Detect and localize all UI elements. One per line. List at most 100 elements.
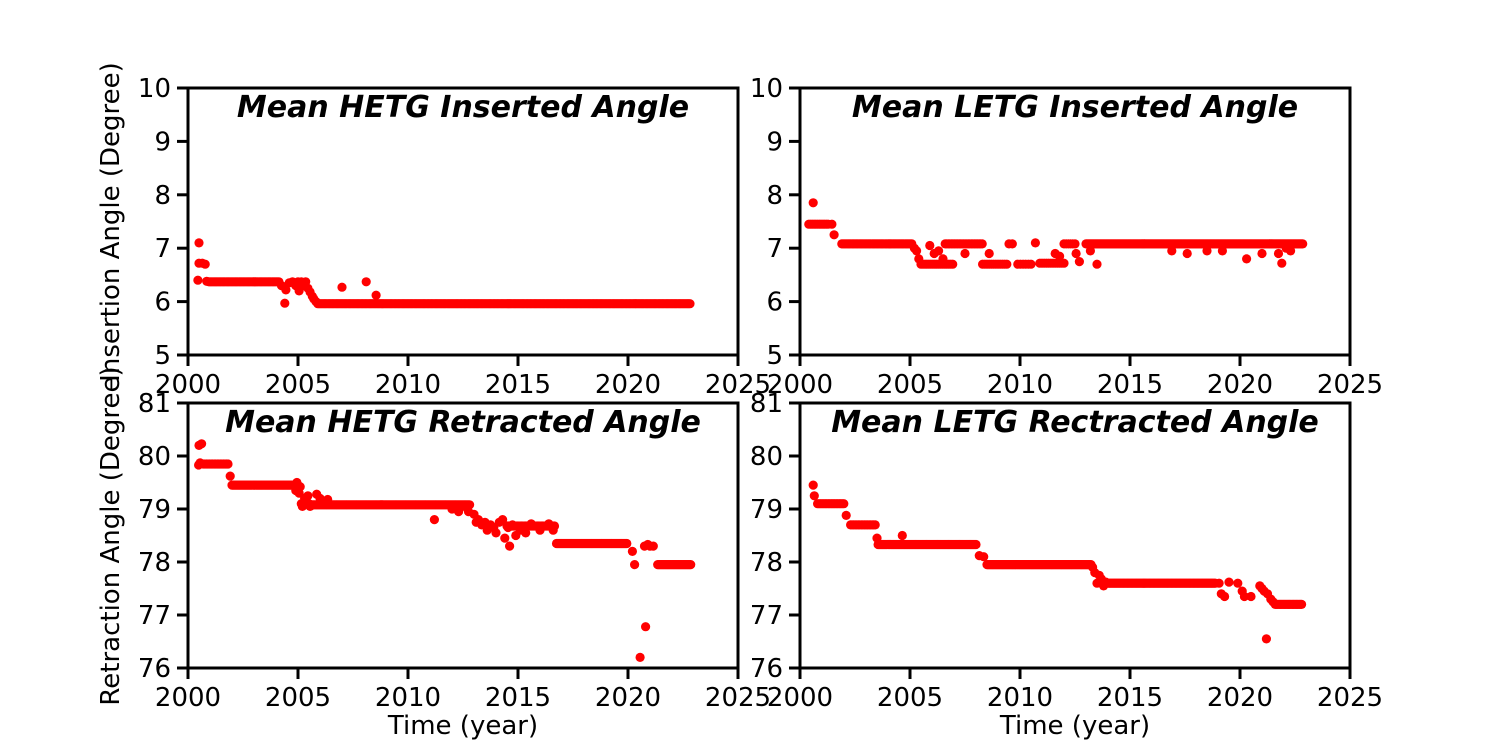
data-point xyxy=(622,538,632,549)
data-point xyxy=(841,510,851,520)
data-point xyxy=(971,539,981,550)
data-point xyxy=(323,494,333,505)
x-tick-label: 2020 xyxy=(595,370,661,400)
data-point xyxy=(507,520,518,530)
x-tick-label: 2010 xyxy=(987,370,1053,400)
data-point xyxy=(280,298,290,308)
data-point xyxy=(1297,599,1307,610)
data-point xyxy=(295,482,305,492)
y-tick-label: 8 xyxy=(154,181,171,211)
data-point xyxy=(200,259,210,269)
data-point xyxy=(1239,591,1249,602)
panel-title-letg-retracted: Mean LETG Rectracted Angle xyxy=(831,405,1319,440)
data-point xyxy=(685,299,695,309)
data-point xyxy=(1055,251,1065,261)
x-tick-label: 2000 xyxy=(767,370,833,400)
data-point xyxy=(498,515,508,525)
data-point xyxy=(948,259,958,269)
data-point xyxy=(1026,259,1036,269)
data-point xyxy=(371,290,381,300)
data-point xyxy=(1101,577,1111,587)
data-point xyxy=(1220,591,1230,602)
data-point xyxy=(839,499,849,509)
y-axis-label-retraction: Retraction Angle (Degree) xyxy=(96,366,126,706)
data-point xyxy=(1261,634,1271,644)
data-point xyxy=(1030,238,1040,248)
data-point xyxy=(870,520,880,530)
data-point xyxy=(630,560,640,570)
x-tick-label: 2005 xyxy=(877,370,943,400)
data-point xyxy=(979,552,989,562)
data-point xyxy=(1071,248,1081,259)
data-point xyxy=(938,254,948,264)
y-tick-label: 79 xyxy=(750,495,783,525)
data-point xyxy=(686,560,696,570)
data-point xyxy=(627,546,638,557)
y-tick-label: 80 xyxy=(138,442,171,472)
x-tick-label: 2000 xyxy=(767,683,833,713)
x-tick-label: 2020 xyxy=(1207,683,1273,713)
y-tick-label: 10 xyxy=(138,74,171,104)
data-point xyxy=(1233,578,1243,588)
data-point xyxy=(1257,248,1267,259)
data-point xyxy=(1273,248,1284,259)
panel-title-letg-inserted: Mean LETG Inserted Angle xyxy=(851,90,1299,125)
y-tick-label: 81 xyxy=(138,389,171,419)
y-tick-label: 79 xyxy=(138,495,171,525)
x-tick-label: 2015 xyxy=(485,370,551,400)
data-point xyxy=(897,530,907,541)
data-point xyxy=(491,528,501,538)
data-point xyxy=(1277,258,1287,268)
data-point xyxy=(337,282,347,292)
data-point xyxy=(1059,258,1069,268)
x-tick-label: 2000 xyxy=(155,683,221,713)
axes-frame xyxy=(186,401,740,670)
data-point xyxy=(641,622,651,632)
data-point xyxy=(1298,239,1308,249)
data-point xyxy=(808,198,818,208)
y-tick-label: 77 xyxy=(138,601,171,631)
data-point xyxy=(195,458,205,468)
y-tick-label: 76 xyxy=(138,654,171,684)
x-tick-label: 2000 xyxy=(155,370,221,400)
y-tick-label: 9 xyxy=(154,127,171,157)
data-point xyxy=(1085,246,1095,256)
y-tick-label: 9 xyxy=(766,127,783,157)
data-point xyxy=(1074,257,1084,267)
data-point xyxy=(1214,578,1224,588)
y-tick-label: 78 xyxy=(750,548,783,578)
data-point xyxy=(526,519,536,529)
x-tick-label: 2010 xyxy=(987,683,1053,713)
axes-frame xyxy=(798,401,1352,670)
y-tick-label: 5 xyxy=(154,341,171,371)
data-point xyxy=(521,528,531,538)
data-point xyxy=(872,533,882,543)
data-point xyxy=(429,515,439,525)
x-axis-label-right: Time (year) xyxy=(999,711,1151,741)
data-point xyxy=(808,480,818,490)
x-tick-label: 2025 xyxy=(1317,683,1383,713)
data-point xyxy=(1286,246,1296,256)
x-tick-label: 2015 xyxy=(1097,683,1163,713)
data-point xyxy=(202,276,212,286)
y-tick-label: 80 xyxy=(750,442,783,472)
data-point xyxy=(303,491,313,501)
data-point xyxy=(281,285,291,295)
y-tick-label: 78 xyxy=(138,548,171,578)
data-point xyxy=(225,471,235,481)
data-point xyxy=(1070,239,1080,249)
data-point xyxy=(934,246,944,256)
x-tick-label: 2005 xyxy=(265,683,331,713)
data-point xyxy=(1217,246,1227,256)
data-point xyxy=(223,459,233,469)
data-point xyxy=(1246,591,1256,602)
data-point xyxy=(914,254,924,264)
x-tick-label: 2025 xyxy=(705,683,771,713)
data-point xyxy=(984,248,994,259)
y-tick-label: 5 xyxy=(766,341,783,371)
data-point xyxy=(1202,246,1212,256)
data-point xyxy=(548,525,558,535)
data-point xyxy=(1002,259,1012,269)
data-point xyxy=(1268,597,1278,607)
